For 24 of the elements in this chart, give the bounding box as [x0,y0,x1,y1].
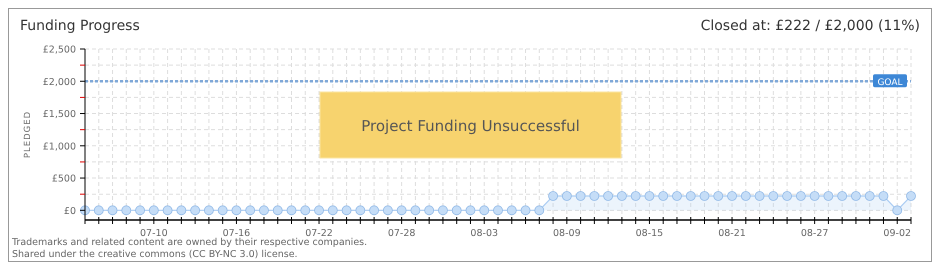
y-axis-title: PLEDGED [23,110,33,158]
y-tick-label: £2,000 [42,76,76,88]
x-tick-label: 07-22 [305,228,333,239]
chart-subtitle: Closed at: £222 / £2,000 (11%) [700,18,920,34]
x-tick-label: 08-03 [470,228,498,239]
x-tick-label: 08-15 [636,228,664,239]
x-tick-label: 08-27 [800,228,828,239]
x-tick-label: 09-02 [883,228,912,239]
y-tick-label: £0 [64,206,76,217]
annotation: Project Funding Unsuccessful [361,117,580,135]
notice-box: Project Funding Unsuccessful [320,92,622,158]
text: Trademarks and related content are owned by their respective companies. [11,237,368,248]
ref-line-label: GOAL [877,78,903,88]
y-tick-label: £1,500 [42,109,76,120]
y-tick-label: £500 [52,174,76,185]
x-tick-label: 08-21 [718,228,746,239]
y-tick-label: £1,000 [42,141,76,152]
x-tick-label: 07-10 [140,228,168,239]
x-tick-label: 07-28 [388,228,416,239]
x-tick-label: 08-09 [553,228,581,239]
y-tick-label: £2,500 [42,44,76,56]
chart-title: Funding Progress [20,18,140,34]
text: Shared under the creative commons (CC BY-NC 3.0) license. [12,249,298,260]
x-tick-label: 07-16 [222,228,250,239]
